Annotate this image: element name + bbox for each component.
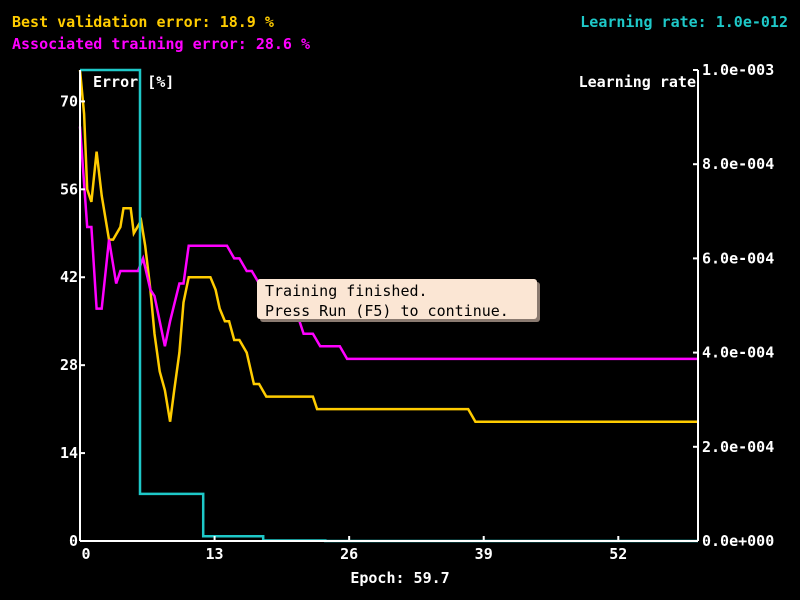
y-left-tick-label: 0 bbox=[69, 532, 78, 550]
y-right-axis-label: Learning rate bbox=[579, 73, 696, 91]
training-finished-notification: Training finished. Press Run (F5) to con… bbox=[257, 279, 537, 320]
y-left-tick-label: 56 bbox=[60, 180, 78, 198]
y-left-tick-label: 14 bbox=[60, 444, 78, 462]
associated-training-error-label: Associated training error: 28.6 % bbox=[12, 35, 311, 53]
learning-rate-label: Learning rate: 1.0e-012 bbox=[580, 13, 788, 31]
notification-line-2: Press Run (F5) to continue. bbox=[265, 302, 509, 320]
notification-line-1: Training finished. bbox=[265, 282, 428, 300]
y-left-axis-label: Error [%] bbox=[93, 73, 174, 91]
y-left-tick-label: 42 bbox=[60, 268, 78, 286]
axes-layer: 0 13 26 39 52 0 14 28 42 56 70 0.0e+000 2.0e-004 4.0e… bbox=[60, 61, 774, 587]
y-right-tick-label: 8.0e-004 bbox=[702, 155, 774, 173]
training-error-line bbox=[78, 126, 698, 361]
y-right-tick-label: 1.0e-003 bbox=[702, 61, 774, 79]
x-tick-label: 26 bbox=[340, 545, 358, 563]
x-tick-label: 52 bbox=[609, 545, 627, 563]
x-axis-label: Epoch: 59.7 bbox=[350, 569, 449, 587]
best-validation-error-label: Best validation error: 18.9 % bbox=[12, 13, 274, 31]
y-left-tick-label: 28 bbox=[60, 356, 78, 374]
y-right-tick-label: 4.0e-004 bbox=[702, 344, 774, 362]
x-tick-label: 39 bbox=[475, 545, 493, 563]
y-right-tick-label: 6.0e-004 bbox=[702, 249, 774, 267]
y-right-tick-label: 0.0e+000 bbox=[702, 532, 774, 550]
y-right-tick-label: 2.0e-004 bbox=[702, 438, 774, 456]
validation-error-line bbox=[78, 69, 698, 423]
x-tick-label: 0 bbox=[81, 545, 90, 563]
x-tick-label: 13 bbox=[206, 545, 224, 563]
y-left-tick-label: 70 bbox=[60, 92, 78, 110]
